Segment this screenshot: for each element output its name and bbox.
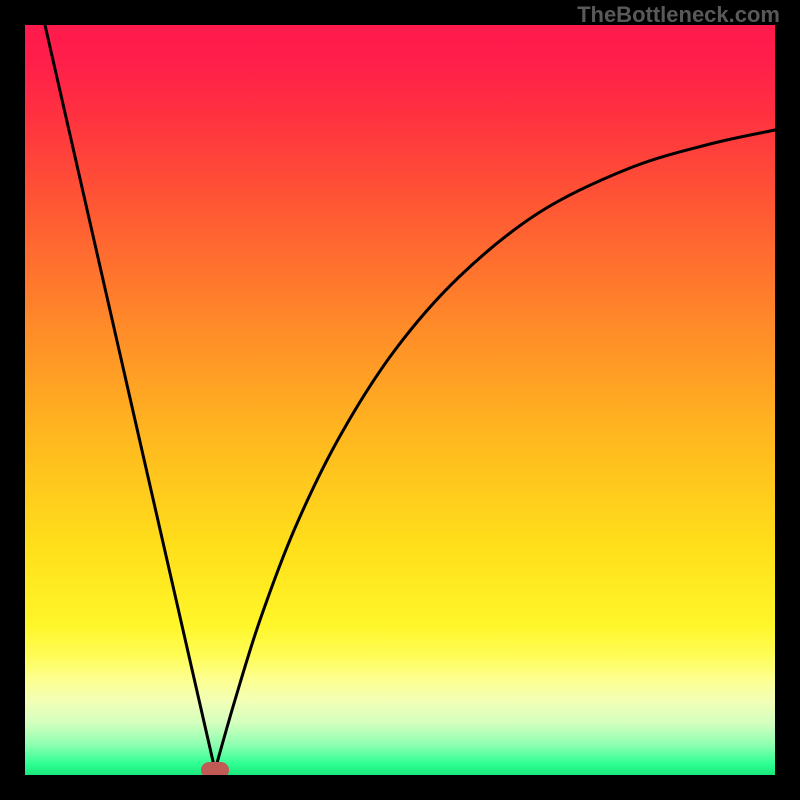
bottleneck-curve bbox=[0, 0, 800, 800]
right-branch-curve bbox=[215, 130, 775, 770]
minimum-marker bbox=[201, 762, 229, 778]
left-branch-line bbox=[45, 25, 215, 770]
chart-container: TheBottleneck.com bbox=[0, 0, 800, 800]
watermark-text: TheBottleneck.com bbox=[577, 2, 780, 28]
